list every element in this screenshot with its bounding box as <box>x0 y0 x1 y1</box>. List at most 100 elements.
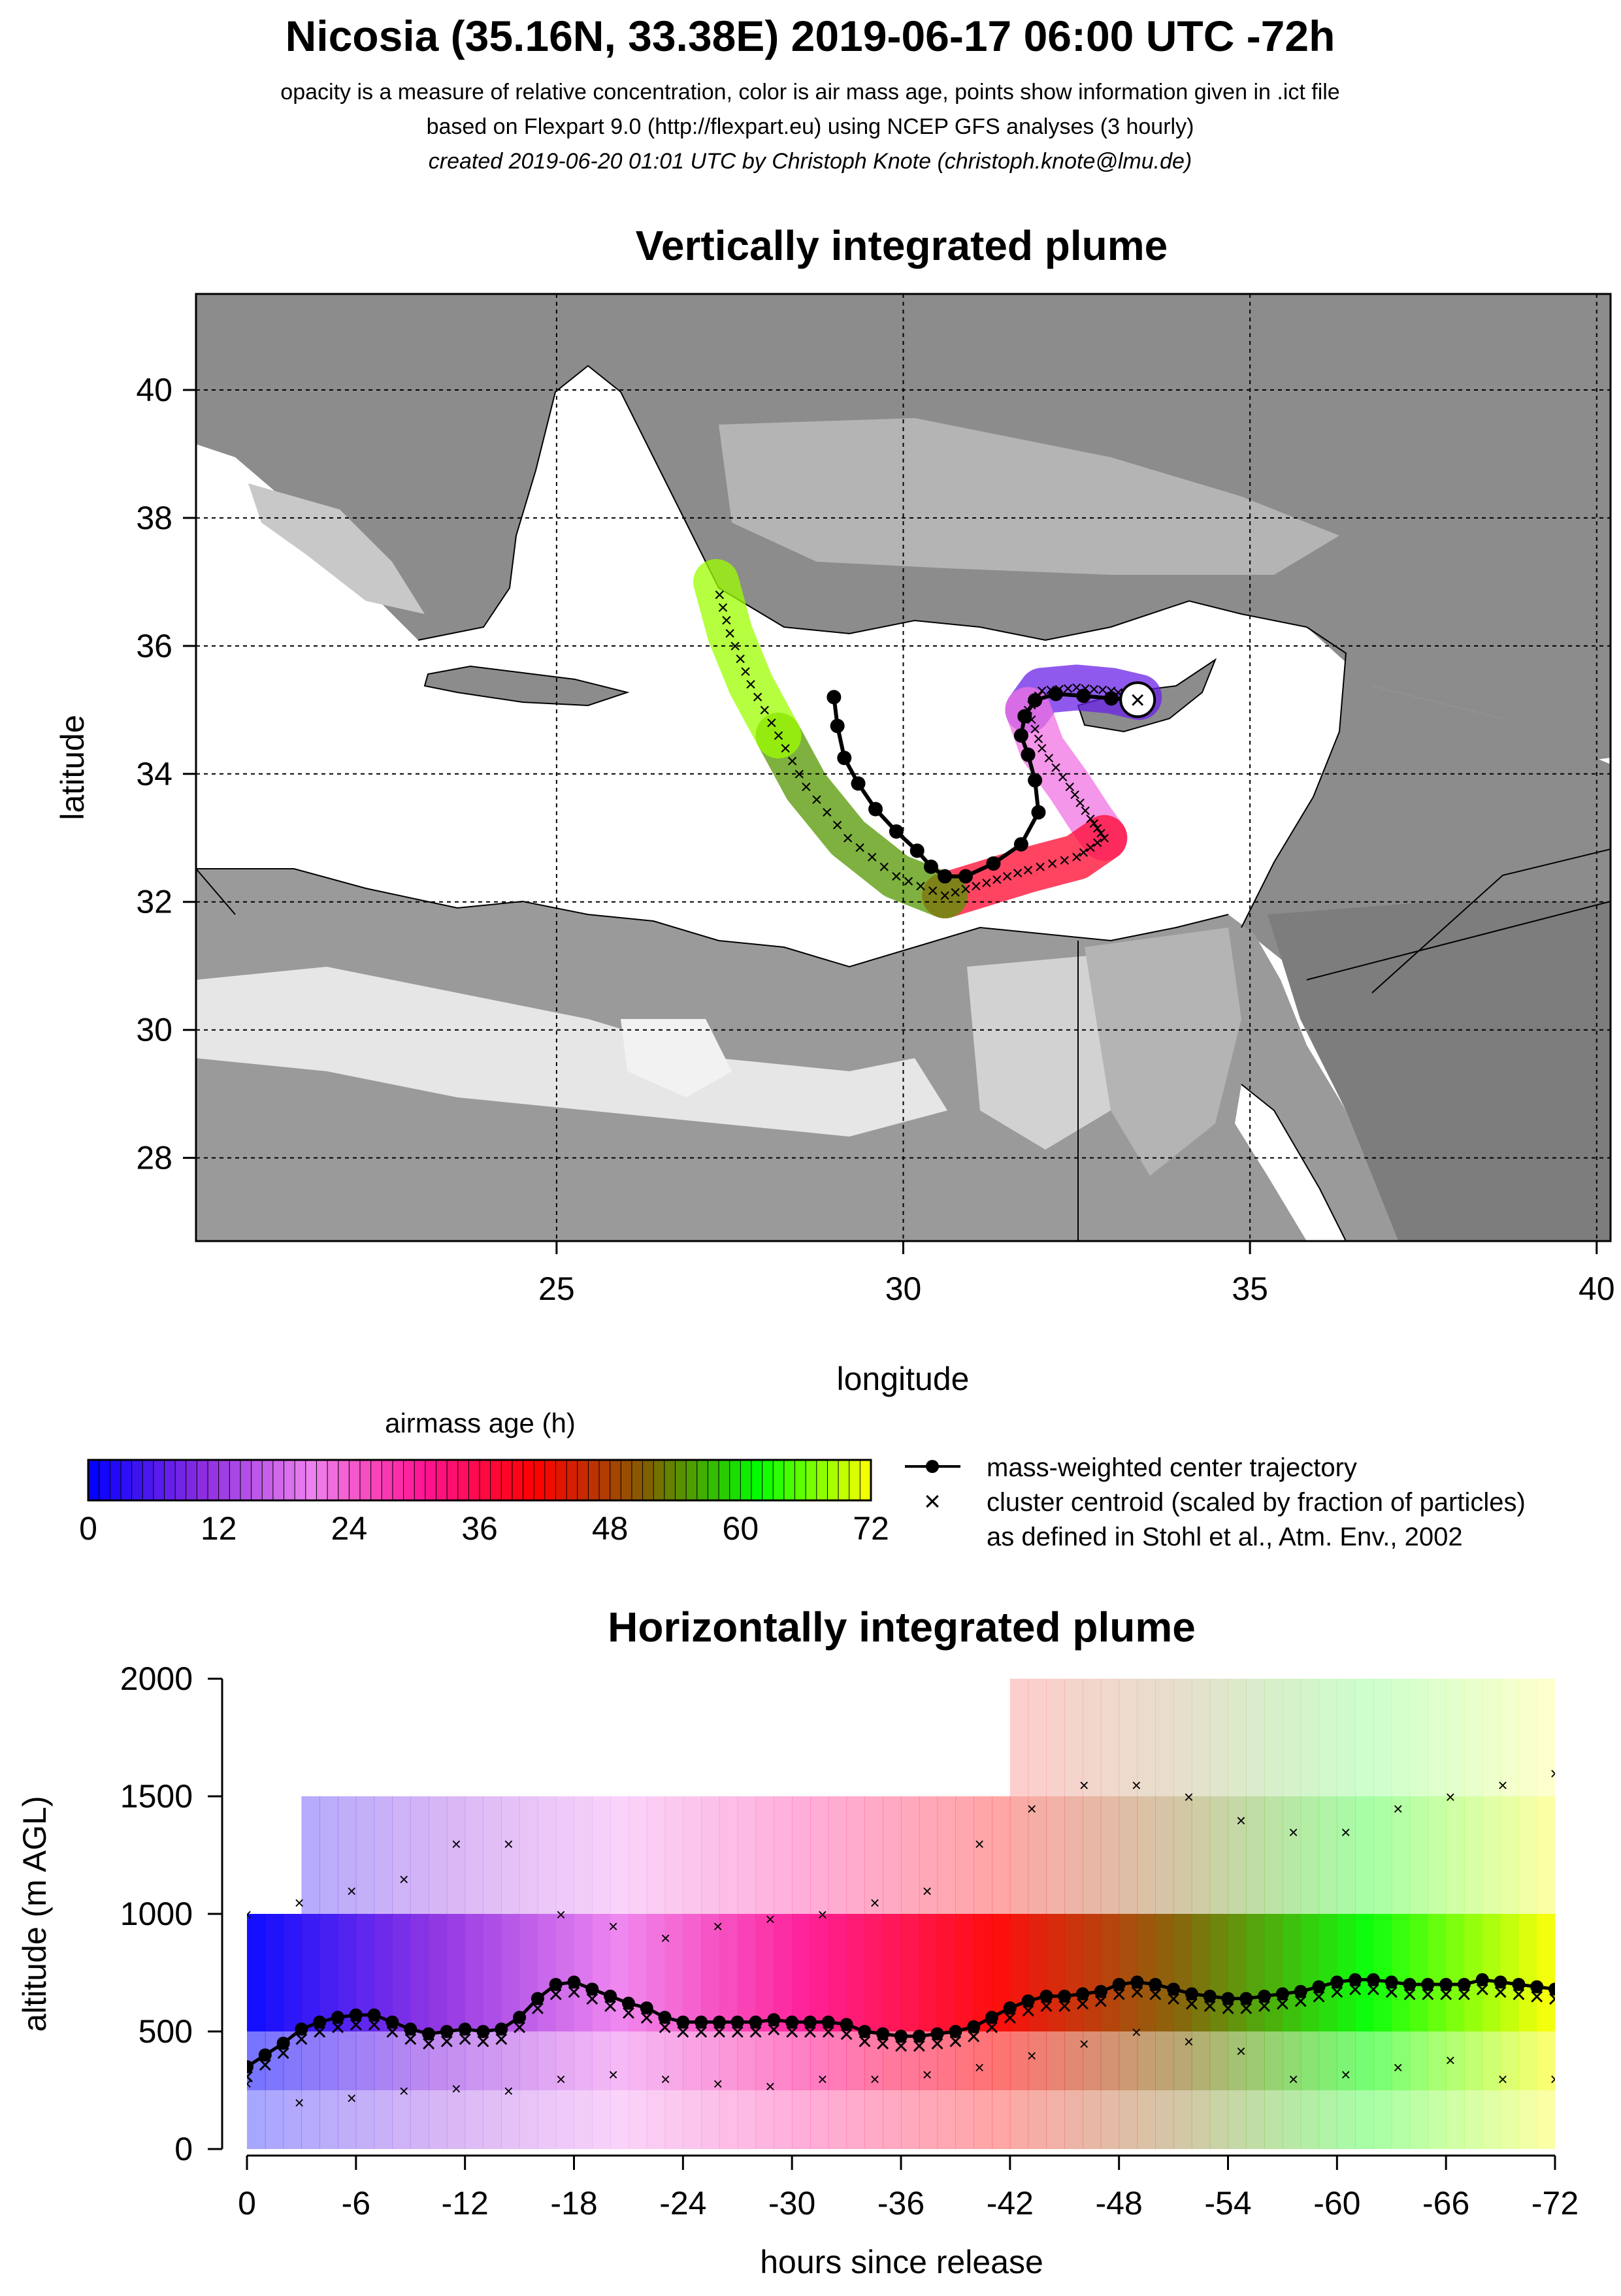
altitude-cell <box>355 2031 375 2090</box>
trajectory-point <box>827 690 842 705</box>
altitude-cell <box>1355 1796 1374 1914</box>
center-altitude-point <box>1258 1990 1271 2003</box>
colorbar-cell <box>186 1460 197 1500</box>
colorbar-cell <box>849 1460 860 1500</box>
altitude-cell <box>646 1796 666 1914</box>
altitude-cell <box>1282 1796 1302 1914</box>
altitude-cell <box>1391 1914 1411 2031</box>
altitude-cell <box>1083 2090 1102 2149</box>
trajectory-point <box>1031 805 1046 820</box>
legend: × mass-weighted center trajectory cluste… <box>905 1453 1526 1551</box>
colorbar-ticks: 0 12 24 36 48 60 72 <box>79 1510 889 1547</box>
map-ytick-label: 32 <box>136 884 172 920</box>
centroid-marker-upper: × <box>1341 1822 1351 1842</box>
trajectory-point <box>1028 773 1043 788</box>
trajectory-point <box>1104 691 1119 706</box>
cluster-centroid-marker: × <box>1036 680 1048 702</box>
altitude-cell <box>846 1796 865 1914</box>
cluster-centroid-marker: × <box>752 687 764 708</box>
altitude-cell <box>1246 1914 1265 2031</box>
altitude-cell <box>1428 1796 1447 1914</box>
altitude-cell <box>1446 1796 1465 1914</box>
altitude-cell <box>1155 1679 1174 1796</box>
altitude-cell <box>1100 2031 1120 2090</box>
cluster-centroid-marker: × <box>1029 690 1041 711</box>
altitude-xtick-label: 0 <box>238 2185 256 2222</box>
centroid-marker-upper: × <box>294 1893 304 1913</box>
center-altitude-point <box>295 2022 308 2036</box>
altitude-cell <box>1191 2031 1211 2090</box>
altitude-cell <box>774 2090 793 2149</box>
altitude-cell <box>1209 1679 1229 1796</box>
altitude-cell <box>574 2090 593 2149</box>
cluster-centroid-marker: × <box>1012 863 1024 884</box>
altitude-cell <box>1209 1914 1229 2031</box>
altitude-xlabel: hours since release <box>760 2244 1043 2280</box>
altitude-cell <box>537 2031 557 2090</box>
center-altitude-point <box>1275 1987 1289 2001</box>
altitude-cell <box>1373 1796 1392 1914</box>
cluster-centroid-marker: × <box>1069 784 1081 806</box>
colorbar-cell <box>240 1460 252 1500</box>
altitude-cell <box>683 2090 702 2149</box>
cluster-centroid-marker: × <box>1105 680 1117 702</box>
cluster-centroid-marker: × <box>1058 850 1070 871</box>
altitude-cell <box>774 2031 793 2090</box>
colorbar-cell <box>447 1460 459 1500</box>
altitude-cell <box>519 2090 538 2149</box>
map-ytick-label: 40 <box>136 372 172 408</box>
altitude-cell <box>1355 1679 1374 1796</box>
map-xtick-label: 30 <box>885 1270 922 1307</box>
center-altitude-point <box>1040 1990 1053 2003</box>
altitude-cell <box>1209 1796 1229 1914</box>
altitude-cell <box>1537 1914 1555 2031</box>
center-altitude-point <box>858 2025 872 2038</box>
center-altitude-point <box>585 1982 599 1996</box>
altitude-cell <box>247 1914 266 2031</box>
center-altitude-point <box>604 1990 617 2003</box>
altitude-cell <box>319 1796 338 1914</box>
altitude-cell <box>283 2090 303 2149</box>
altitude-cell <box>646 2031 666 2090</box>
map-xtick-label: 35 <box>1232 1270 1268 1307</box>
altitude-cell <box>446 2090 466 2149</box>
altitude-cell <box>592 2031 611 2090</box>
centroid-marker-upper: × <box>817 1905 827 1924</box>
cluster-centroid-marker: × <box>759 700 770 721</box>
altitude-cell <box>410 2031 429 2090</box>
legend-cross-symbol: × <box>924 1485 941 1517</box>
altitude-cell <box>1083 1914 1102 2031</box>
colorbar-tick-label: 72 <box>853 1510 889 1547</box>
altitude-cell <box>1064 1914 1083 2031</box>
center-altitude-point <box>840 2018 853 2031</box>
altitude-heatmap <box>247 1679 1555 2149</box>
release-point-cross: × <box>1130 686 1145 715</box>
altitude-xtick-label: -42 <box>987 2185 1034 2222</box>
altitude-cell <box>1373 1679 1392 1796</box>
centroid-marker-lower: × <box>399 2081 409 2101</box>
altitude-cell <box>1282 1914 1302 2031</box>
colorbar-frame <box>87 1459 872 1502</box>
colorbar-cell <box>457 1460 469 1500</box>
colorbar-cell <box>664 1460 676 1500</box>
cluster-centroid-marker: × <box>1047 853 1058 875</box>
cluster-centroid-marker: × <box>1054 679 1066 700</box>
center-altitude-point <box>1330 1975 1344 1989</box>
centroid-marker-upper: × <box>1445 1787 1455 1807</box>
trajectory-point <box>851 776 866 791</box>
altitude-cell <box>755 1796 774 1914</box>
altitude-cell <box>828 2031 847 2090</box>
altitude-cell <box>537 1796 557 1914</box>
colorbar-tick-label: 36 <box>461 1510 498 1547</box>
altitude-cell <box>1428 1679 1447 1796</box>
centroid-marker-upper: × <box>1498 1775 1507 1795</box>
cluster-centroid-marker: × <box>960 879 972 900</box>
colorbar-cell <box>197 1460 208 1500</box>
centroid-marker-lower: × <box>556 2069 566 2089</box>
release-point-marker <box>1119 681 1156 719</box>
altitude-cell <box>283 1914 303 2031</box>
cluster-centroid-marker: × <box>1064 776 1075 798</box>
altitude-cell <box>1173 1914 1192 2031</box>
altitude-cell <box>774 1796 793 1914</box>
cluster-centroid-marker: × <box>724 623 736 644</box>
